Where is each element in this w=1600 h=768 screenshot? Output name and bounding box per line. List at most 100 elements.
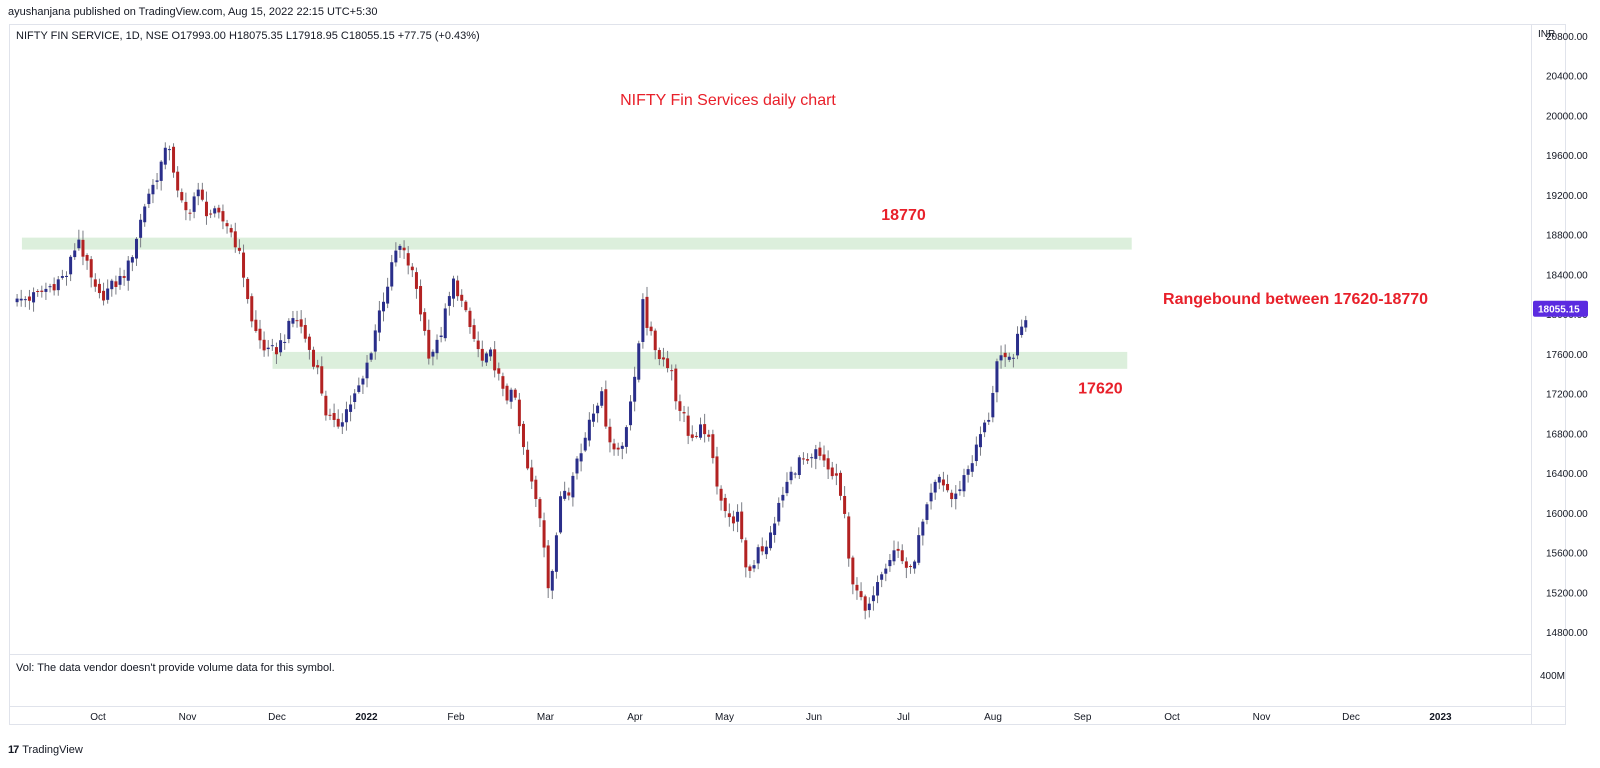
candle-body	[456, 280, 460, 297]
candle-body	[616, 447, 620, 450]
price-tick-label: 19200.00	[1546, 191, 1588, 202]
candle-body	[904, 561, 908, 568]
candle-body	[521, 423, 525, 448]
time-tick-label: 2022	[355, 712, 378, 723]
candle-body	[213, 208, 217, 214]
candle-body	[629, 401, 633, 426]
price-tick-label: 19600.00	[1546, 151, 1588, 162]
candle-body	[443, 308, 447, 339]
candle-body	[686, 415, 690, 436]
zone-label: 18770	[881, 207, 926, 224]
time-tick-label: Mar	[537, 712, 555, 723]
candle-body	[484, 353, 488, 363]
candle-body	[785, 481, 789, 494]
candle-body	[493, 349, 497, 371]
candle-body	[192, 196, 196, 212]
time-tick-label: Feb	[447, 712, 465, 723]
price-tick-label: 16800.00	[1546, 429, 1588, 440]
candle-body	[670, 370, 674, 372]
candle-body	[332, 413, 336, 420]
price-axis-divider	[1531, 24, 1532, 725]
candle-body	[583, 437, 587, 451]
candle-body	[608, 426, 612, 443]
candle-body	[48, 286, 52, 288]
candle-body	[110, 280, 114, 290]
candle-body	[250, 296, 254, 322]
candle-body	[56, 279, 60, 291]
candle-body	[60, 276, 64, 278]
candle-body	[126, 260, 130, 281]
candle-body	[678, 401, 682, 411]
price-tick-label: 20000.00	[1546, 111, 1588, 122]
time-tick-label: Sep	[1074, 712, 1092, 723]
candle-body	[439, 335, 443, 337]
candle-body	[707, 434, 711, 437]
candle-body	[620, 445, 624, 449]
candle-body	[810, 457, 814, 459]
time-axis-separator	[9, 706, 1566, 707]
candle-body	[937, 476, 941, 483]
candle-body	[987, 419, 991, 422]
candle-body	[974, 444, 978, 462]
candle-body	[316, 365, 320, 368]
candle-body	[365, 362, 369, 379]
candle-body	[995, 361, 999, 393]
chart-frame	[9, 24, 1566, 725]
candle-body	[908, 566, 912, 568]
time-tick-label: Oct	[1164, 712, 1180, 723]
candle-body	[1007, 356, 1011, 360]
time-tick-label: Oct	[90, 712, 106, 723]
candle-body	[645, 296, 649, 328]
candle-body	[814, 449, 818, 459]
candle-body	[172, 146, 176, 173]
price-tick-label: 17600.00	[1546, 350, 1588, 361]
candle-body	[398, 245, 402, 250]
candle-body	[880, 574, 884, 580]
candle-body	[838, 472, 842, 496]
candle-body	[517, 399, 521, 427]
candle-body	[789, 471, 793, 481]
candle-body	[530, 467, 534, 482]
price-tick-label: 16000.00	[1546, 509, 1588, 520]
candle-body	[797, 457, 801, 476]
candle-body	[505, 385, 509, 401]
candle-body	[661, 357, 665, 360]
candle-body	[674, 368, 678, 402]
candle-body	[307, 336, 311, 350]
candle-body	[254, 319, 258, 331]
tradingview-logo-icon: 17	[8, 744, 19, 756]
candle-body	[699, 424, 703, 438]
candle-body	[567, 492, 571, 496]
candle-body	[896, 548, 900, 551]
candle-body	[32, 292, 36, 303]
candle-body	[106, 288, 110, 300]
candle-body	[801, 458, 805, 460]
candle-body	[978, 434, 982, 448]
price-tick-label: 15200.00	[1546, 588, 1588, 599]
time-tick-label: Aug	[984, 712, 1002, 723]
candle-body	[641, 299, 645, 342]
price-tick-label: 17200.00	[1546, 390, 1588, 401]
candle-body	[324, 395, 328, 416]
price-tick-label: 18800.00	[1546, 231, 1588, 242]
candle-body	[180, 192, 184, 201]
volume-pane-separator[interactable]	[9, 654, 1531, 655]
candle-body	[163, 147, 167, 165]
candle-body	[489, 349, 493, 357]
candle-body	[587, 419, 591, 441]
candle-body	[402, 247, 406, 251]
candle-body	[1020, 326, 1024, 336]
candle-body	[258, 328, 262, 341]
candle-body	[740, 511, 744, 540]
candle-body	[64, 275, 68, 277]
candle-body	[221, 211, 225, 222]
candle-body	[826, 458, 830, 470]
symbol-legend[interactable]: NIFTY FIN SERVICE, 1D, NSE O17993.00 H18…	[16, 30, 480, 42]
candle-body	[69, 256, 73, 275]
candle-body	[863, 596, 867, 611]
candle-body	[435, 339, 439, 354]
candle-body	[229, 228, 233, 233]
footer-brand[interactable]: 17 TradingView	[8, 744, 83, 756]
candle-body	[340, 422, 344, 427]
